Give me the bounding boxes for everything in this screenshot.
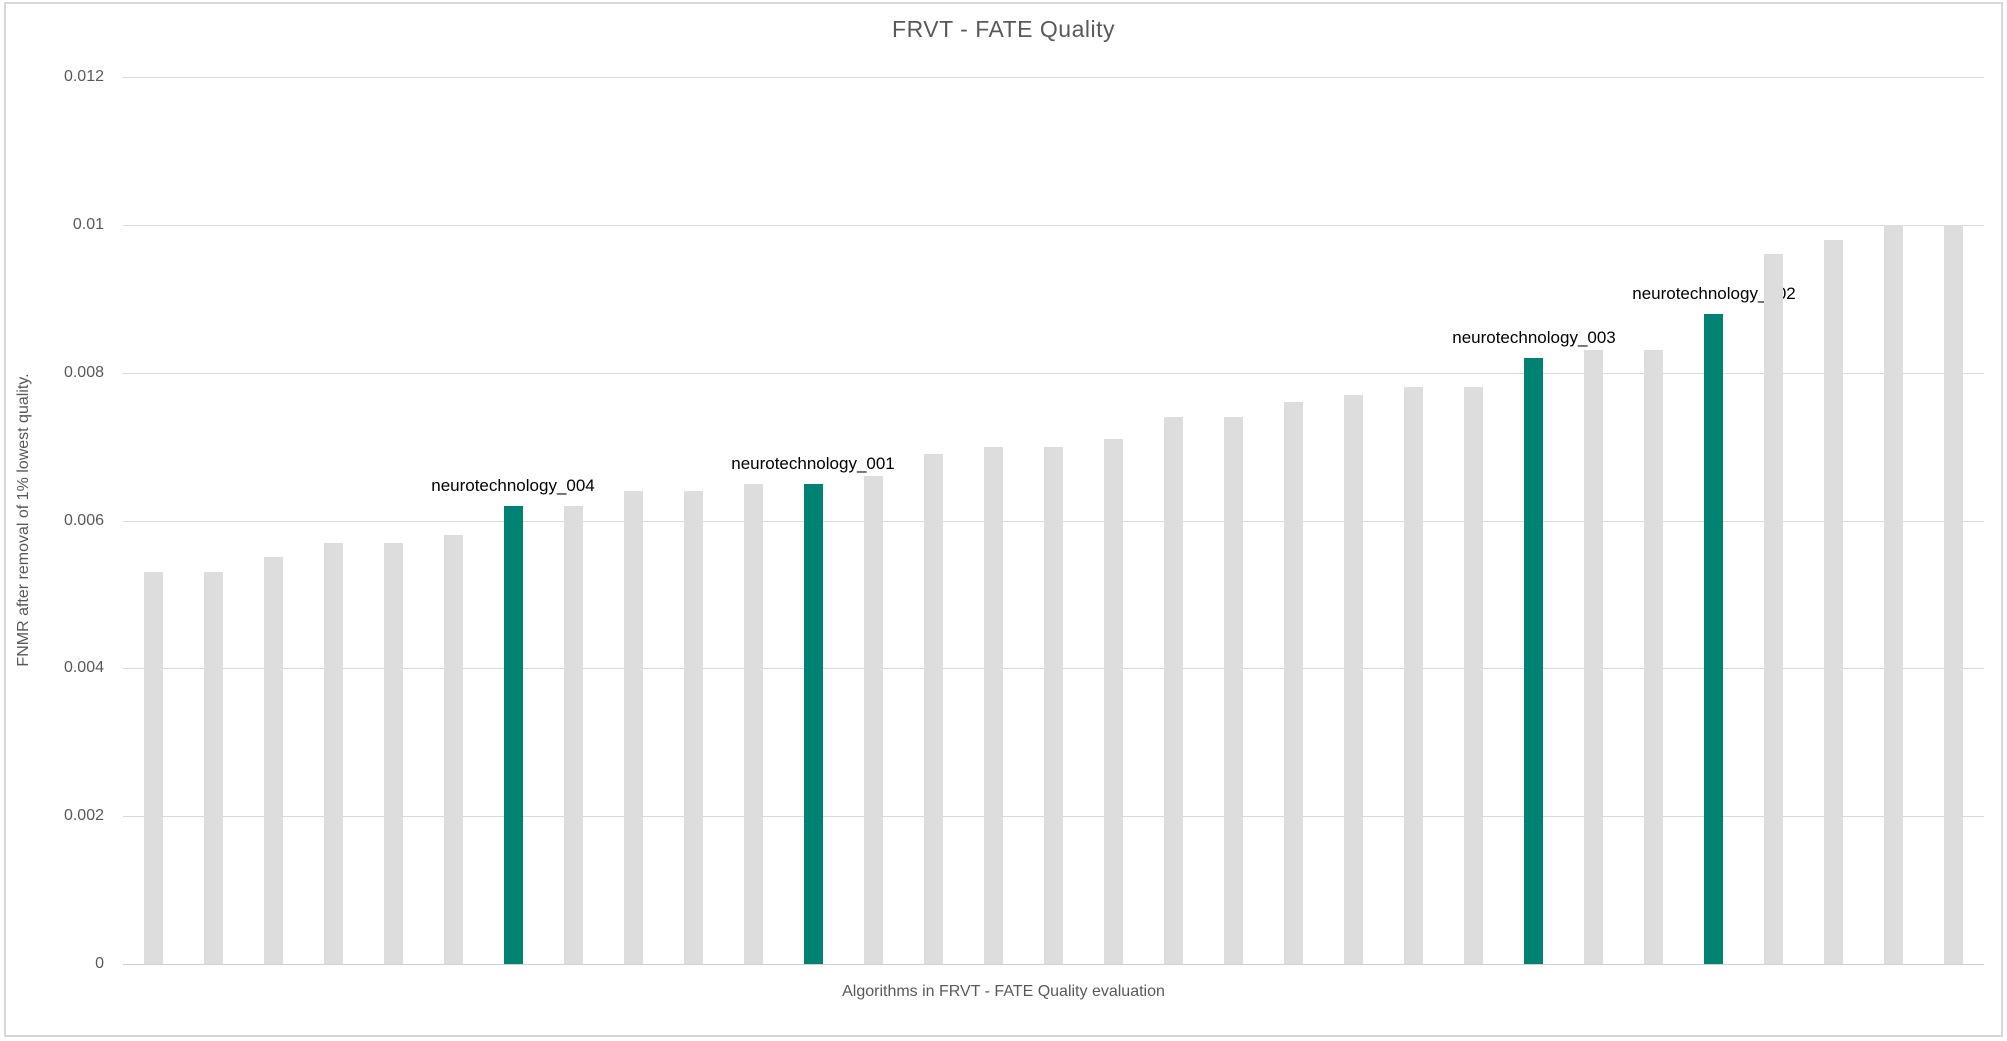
bar[interactable]	[864, 476, 883, 964]
bar[interactable]	[1104, 439, 1123, 964]
bar[interactable]	[624, 491, 643, 964]
bar[interactable]	[1224, 417, 1243, 964]
bar[interactable]	[1404, 387, 1423, 964]
bar[interactable]	[384, 543, 403, 964]
y-tick-label: 0.01	[72, 216, 104, 233]
bar[interactable]	[924, 454, 943, 964]
highlighted-bar[interactable]	[504, 506, 523, 964]
bar[interactable]	[1764, 254, 1783, 964]
gridline	[123, 373, 1984, 374]
x-axis-line	[123, 964, 1984, 965]
bar[interactable]	[1164, 417, 1183, 964]
bar[interactable]	[144, 572, 163, 964]
bar[interactable]	[264, 557, 283, 964]
y-tick-label: 0.012	[63, 68, 104, 85]
bar[interactable]	[1464, 387, 1483, 964]
bar[interactable]	[1284, 402, 1303, 964]
bar[interactable]	[744, 484, 763, 964]
bar-label: neurotechnology_001	[731, 454, 895, 473]
y-tick-label: 0	[95, 955, 104, 972]
bar[interactable]	[1884, 225, 1903, 964]
bar[interactable]	[1044, 447, 1063, 964]
gridline	[123, 77, 1984, 78]
gridline	[123, 225, 1984, 226]
y-tick-label: 0.002	[63, 807, 104, 824]
bar[interactable]	[1344, 395, 1363, 964]
bar[interactable]	[1824, 240, 1843, 964]
x-axis-title: Algorithms in FRVT - FATE Quality evalua…	[842, 983, 1165, 1000]
bar[interactable]	[1584, 350, 1603, 964]
y-tick-label: 0.004	[63, 659, 104, 676]
bar[interactable]	[984, 447, 1003, 964]
bar[interactable]	[444, 535, 463, 964]
bar-label: neurotechnology_002	[1632, 284, 1796, 303]
bar[interactable]	[564, 506, 583, 964]
bar[interactable]	[204, 572, 223, 964]
bar-label: neurotechnology_003	[1452, 328, 1616, 347]
y-tick-label: 0.008	[63, 364, 104, 381]
bar[interactable]	[1644, 350, 1663, 964]
highlighted-bar[interactable]	[1704, 314, 1723, 964]
y-tick-label: 0.006	[63, 512, 104, 529]
highlighted-bar[interactable]	[1524, 358, 1543, 964]
highlighted-bar[interactable]	[804, 484, 823, 964]
chart-title: FRVT - FATE Quality	[892, 16, 1115, 42]
bar-label: neurotechnology_004	[431, 476, 595, 495]
bar[interactable]	[684, 491, 703, 964]
bar[interactable]	[1944, 225, 1963, 964]
bar[interactable]	[324, 543, 343, 964]
